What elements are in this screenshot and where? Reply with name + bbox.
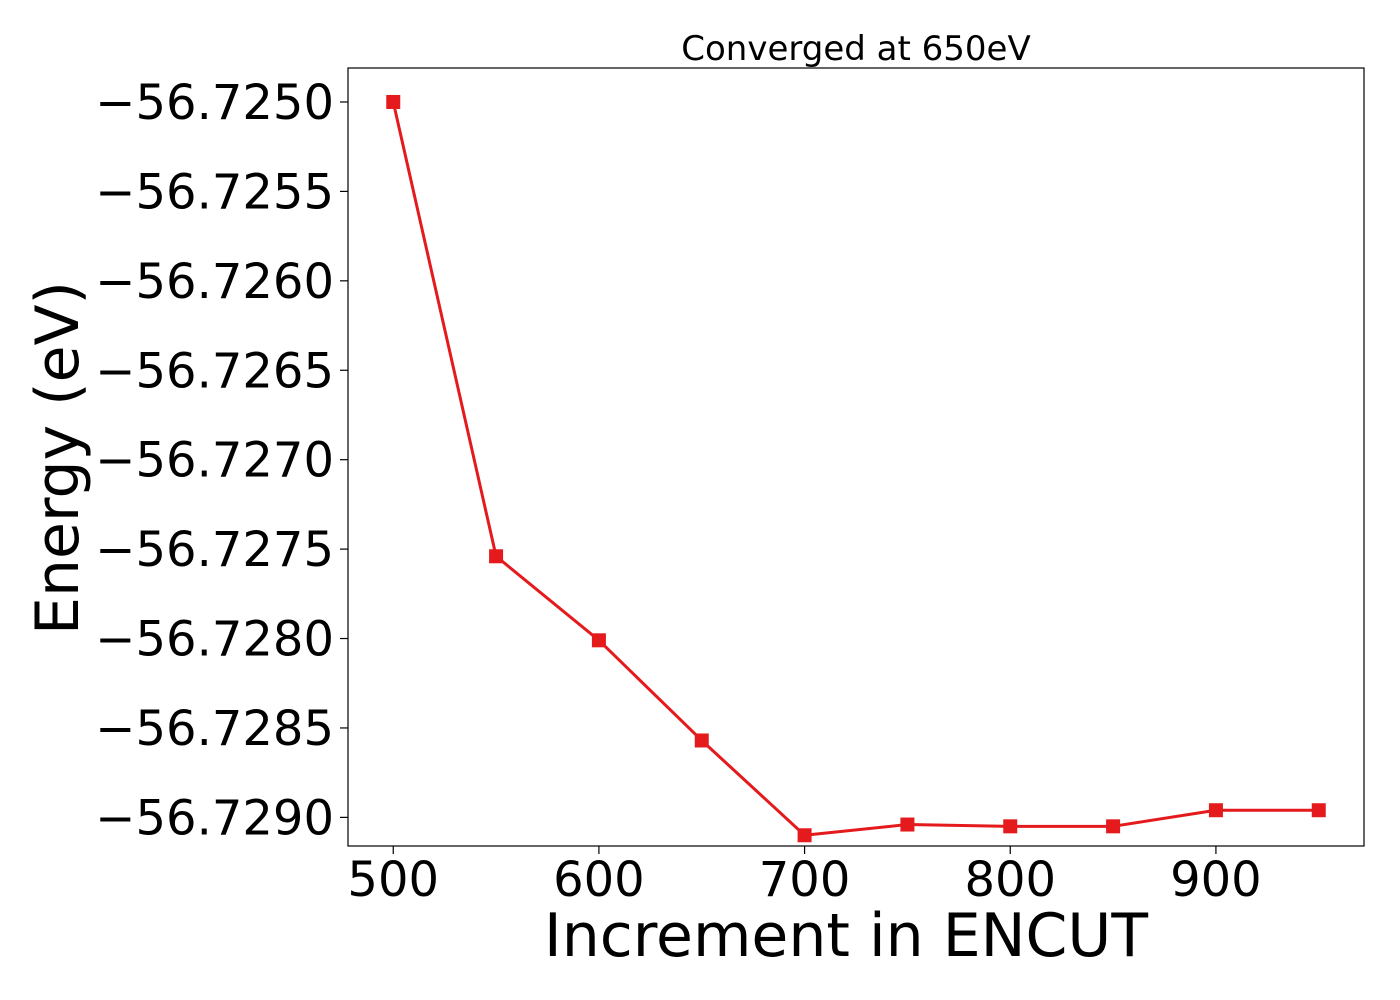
series-layer bbox=[386, 94, 1326, 843]
y-tick-label: −56.7255 bbox=[95, 164, 334, 220]
series-line bbox=[391, 101, 1319, 837]
data-point-marker bbox=[386, 94, 401, 109]
data-point-marker bbox=[1003, 819, 1018, 834]
y-axis-ticks: −56.7250 −56.7255 −56.7260 −56.7265 −56.7270… bbox=[95, 75, 348, 846]
data-point-marker bbox=[1208, 803, 1223, 818]
y-tick-label: −56.7275 bbox=[95, 522, 334, 578]
y-tick-label: −56.7250 bbox=[95, 75, 334, 131]
x-axis-ticks: 500 600 700 800 900 bbox=[347, 846, 1262, 908]
x-tick-label: 800 bbox=[964, 852, 1056, 908]
x-tick-label: 600 bbox=[553, 852, 645, 908]
x-tick-label: 900 bbox=[1170, 852, 1262, 908]
y-axis-label: Energy (eV) bbox=[23, 281, 93, 635]
x-axis-label: Increment in ENCUT bbox=[544, 901, 1148, 971]
data-point-marker bbox=[591, 633, 606, 648]
data-point-marker bbox=[1106, 819, 1121, 834]
data-point-marker bbox=[1311, 803, 1326, 818]
data-point-marker bbox=[694, 733, 709, 748]
x-tick-label: 500 bbox=[347, 852, 439, 908]
y-tick-label: −56.7280 bbox=[95, 612, 334, 668]
x-tick-label: 700 bbox=[759, 852, 851, 908]
data-point-marker bbox=[489, 549, 504, 564]
y-tick-label: −56.7290 bbox=[95, 790, 334, 846]
y-tick-label: −56.7265 bbox=[95, 343, 334, 399]
y-tick-label: −56.7270 bbox=[95, 433, 334, 489]
chart-title: Converged at 650eV bbox=[681, 29, 1030, 69]
y-tick-label: −56.7260 bbox=[95, 254, 334, 310]
plot-frame bbox=[347, 67, 1365, 847]
data-point-marker bbox=[797, 828, 812, 843]
y-tick-label: −56.7285 bbox=[95, 701, 334, 757]
data-point-marker bbox=[900, 817, 915, 832]
